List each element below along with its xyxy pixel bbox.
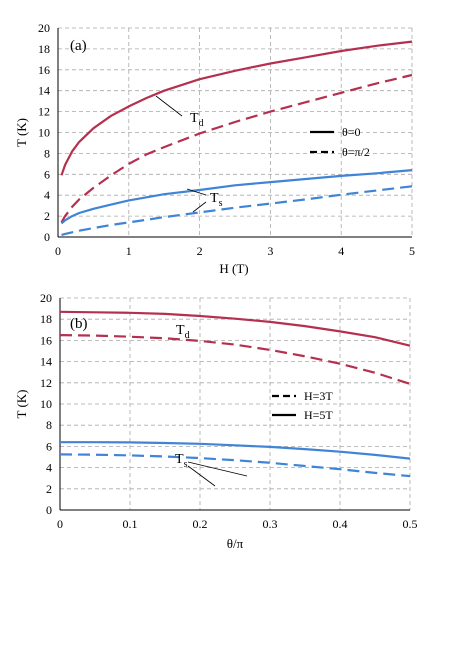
panel-b-label-td-sub: d <box>185 330 190 341</box>
panel-a-x-tick-label: 3 <box>267 244 273 258</box>
panel-a-label-ts-main: T <box>210 191 219 206</box>
panel-a-y-tick-label: 8 <box>44 146 50 160</box>
panel-a-series-red-dashed <box>60 73 413 223</box>
panel-b-x-tick-label: 0.3 <box>263 517 278 531</box>
panel-a-y-tick-label: 16 <box>38 63 50 77</box>
panel-b-x-tick-label: 0.2 <box>193 517 208 531</box>
panel-a-y-tick-label: 18 <box>38 42 50 56</box>
panel-b-x-tick-label: 0 <box>57 517 63 531</box>
panel-b-x-tick-label: 0.4 <box>333 517 348 531</box>
panel-b-y-tick-label: 10 <box>40 397 52 411</box>
panel-b: 0 2 4 6 8 10 12 14 16 18 20 0 0.1 0.2 0.3 0.4 0.5 θ/π T (K… <box>14 291 418 551</box>
panel-b-panel-label: (b) <box>70 316 88 332</box>
panel-a-x-tick-label: 4 <box>338 244 344 258</box>
panel-b-series-red-dashed <box>59 334 411 385</box>
panel-a-label-ts: Ts <box>210 191 223 209</box>
panel-b-label-td-main: T <box>176 323 185 338</box>
panel-a-y-tick-label: 20 <box>38 21 50 35</box>
panel-b-label-td: Td <box>176 323 190 341</box>
panel-a-y-tick-label: 0 <box>44 230 50 244</box>
panel-a-series-blue-dashed <box>61 185 413 236</box>
panel-a-legend-label: θ=0 <box>342 125 361 139</box>
panel-b-leader-ts-2 <box>187 465 216 487</box>
panel-b-x-tick-label: 0.1 <box>123 517 138 531</box>
panel-b-y-tick-label: 8 <box>46 418 52 432</box>
panel-b-y-tick-label: 12 <box>40 376 52 390</box>
panel-b-y-tick-label: 0 <box>46 503 52 517</box>
panel-b-leader-ts-1 <box>187 461 248 477</box>
panel-a-legend-label: θ=π/2 <box>342 145 370 159</box>
panel-b-legend-label: H=5T <box>304 408 333 422</box>
panel-a-x-tick-label: 0 <box>55 244 61 258</box>
panel-b-label-ts-main: T <box>175 452 184 467</box>
panel-a-leader-ts-1 <box>186 188 207 196</box>
panel-a-leader-ts-2 <box>192 201 207 213</box>
panel-a-panel-label: (a) <box>70 38 87 54</box>
panel-b-y-tick-label: 18 <box>40 312 52 326</box>
panel-a-y-tick-label: 12 <box>38 105 50 119</box>
panel-a-label-td-main: T <box>190 111 199 126</box>
panel-b-y-tick-label: 16 <box>40 333 52 347</box>
panel-b-y-tick-label: 2 <box>46 482 52 496</box>
panel-b-series-red-solid <box>59 310 411 347</box>
panel-b-y-tick-label: 14 <box>40 355 52 369</box>
panel-b-x-axis-title: θ/π <box>227 536 244 551</box>
panel-b-y-axis-title: T (K) <box>14 389 29 418</box>
panel-a-x-tick-label: 2 <box>197 244 203 258</box>
panel-a-y-tick-label: 6 <box>44 167 50 181</box>
panel-a-label-td-sub: d <box>199 118 204 129</box>
panel-a-label-ts-sub: s <box>219 198 223 209</box>
panel-b-series-blue-solid <box>60 441 411 460</box>
panel-a-y-tick-label: 4 <box>44 188 50 202</box>
panel-b-label-ts-sub: s <box>184 459 188 470</box>
panel-a-y-tick-label: 10 <box>38 126 50 140</box>
panel-b-label-ts: Ts <box>175 452 188 470</box>
panel-b-y-tick-label: 4 <box>46 461 52 475</box>
panel-a-series-blue-solid <box>60 169 413 225</box>
panel-a-leader-td <box>155 95 183 117</box>
panel-b-legend-label: H=3T <box>304 389 333 403</box>
panel-a-x-tick-label: 1 <box>126 244 132 258</box>
panel-a-y-axis-title: T (K) <box>14 118 29 147</box>
panel-a-y-tick-label: 14 <box>38 84 50 98</box>
panel-b-y-tick-label: 20 <box>40 291 52 305</box>
panel-a-x-axis-title: H (T) <box>219 261 248 276</box>
panel-a-y-tick-label: 2 <box>44 209 50 223</box>
panel-b-x-tick-label: 0.5 <box>403 517 418 531</box>
panel-a-series-red-solid <box>60 40 413 176</box>
panel-a-label-td: Td <box>190 111 204 129</box>
panel-b-series-blue-dashed <box>59 453 411 478</box>
panel-b-y-tick-label: 6 <box>46 439 52 453</box>
panel-a-x-tick-label: 5 <box>409 244 415 258</box>
